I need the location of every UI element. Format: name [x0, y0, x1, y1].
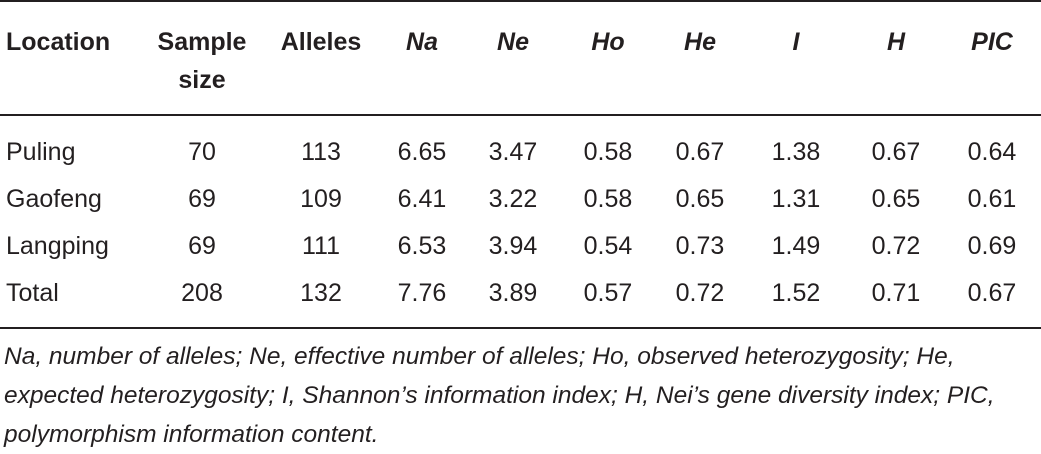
table-cell-sample-size: 208	[181, 279, 223, 307]
table-cell-i: 1.52	[771, 279, 821, 307]
table-cell-location: Gaofeng	[6, 185, 102, 213]
table-cell-alleles: 111	[301, 232, 340, 260]
table-cell-alleles: 132	[300, 279, 342, 307]
table-cell-ne: 3.89	[488, 279, 538, 307]
table-cell-he: 0.65	[675, 185, 725, 213]
header-alleles: Alleles	[280, 28, 362, 56]
table-cell-ne: 3.22	[488, 185, 538, 213]
table-cell-h: 0.72	[871, 232, 921, 260]
table-cell-i: 1.38	[771, 138, 821, 166]
header-he: He	[684, 28, 716, 56]
table-bottom-rule	[0, 327, 1041, 329]
table-cell-ho: 0.54	[583, 232, 633, 260]
header-ne: Ne	[497, 28, 529, 56]
table-cell-location: Langping	[6, 232, 109, 260]
table-cell-sample-size: 70	[188, 138, 216, 166]
table-cell-location: Puling	[6, 138, 76, 166]
table-cell-pic: 0.69	[967, 232, 1017, 260]
header-i: I	[792, 28, 800, 56]
table-cell-h: 0.71	[871, 279, 921, 307]
header-pic: PIC	[971, 28, 1013, 56]
table-footnote: Na, number of alleles; Ne, effective num…	[4, 343, 995, 448]
header-location: Location	[6, 28, 111, 56]
table-cell-he: 0.73	[675, 232, 725, 260]
table-cell-na: 7.76	[397, 279, 447, 307]
table-cell-alleles: 113	[301, 138, 341, 166]
table-cell-ne: 3.47	[488, 138, 538, 166]
table-cell-pic: 0.61	[967, 185, 1017, 213]
table-cell-he: 0.67	[675, 138, 725, 166]
table-cell-i: 1.31	[771, 185, 821, 213]
header-h: H	[886, 28, 906, 56]
table-cell-pic: 0.67	[967, 279, 1017, 307]
header-ho: Ho	[591, 28, 625, 56]
table-cell-pic: 0.64	[967, 138, 1017, 166]
table-cell-ne: 3.94	[488, 232, 538, 260]
table-cell-ho: 0.57	[583, 279, 633, 307]
table-header-rule	[0, 114, 1041, 116]
table-cell-i: 1.49	[771, 232, 821, 260]
table-cell-alleles: 109	[300, 185, 342, 213]
table-cell-location: Total	[6, 279, 59, 307]
table-cell-na: 6.41	[397, 185, 447, 213]
table-cell-h: 0.65	[871, 185, 921, 213]
table-cell-he: 0.72	[675, 279, 725, 307]
header-sample-size: Sample size	[157, 28, 247, 94]
table-cell-ho: 0.58	[583, 185, 633, 213]
table-top-rule	[0, 0, 1041, 2]
table-cell-ho: 0.58	[583, 138, 633, 166]
table-cell-sample-size: 69	[188, 185, 216, 213]
header-na: Na	[406, 28, 438, 56]
table-cell-na: 6.53	[397, 232, 447, 260]
table-cell-h: 0.67	[871, 138, 921, 166]
table-cell-na: 6.65	[397, 138, 447, 166]
table-cell-sample-size: 69	[188, 232, 216, 260]
